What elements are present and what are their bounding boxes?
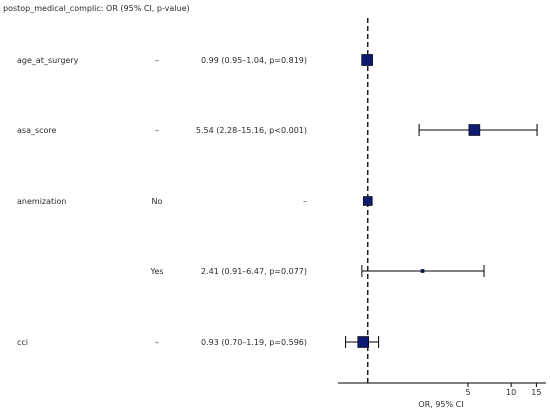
row-level-label: – (155, 56, 159, 65)
estimate-marker (361, 54, 373, 66)
row-variable-label: anemization (17, 197, 66, 206)
x-tick-label: 10 (506, 388, 516, 397)
x-ticks: 5 10 15 (465, 383, 541, 397)
x-tick-label: 5 (465, 388, 470, 397)
row-estimate-text: 0.99 (0.95–1.04, p=0.819) (201, 56, 307, 65)
row-variable-label: asa_score (17, 126, 57, 135)
row-level-label: – (155, 338, 159, 347)
row-variable-label: age_at_surgery (17, 56, 79, 65)
estimate-marker (468, 124, 481, 136)
rows-layer: age_at_surgery – 0.99 (0.95–1.04, p=0.819)… (17, 56, 307, 347)
row-level-label: Yes (150, 267, 164, 276)
estimate-marker (357, 336, 370, 348)
estimate-marker (420, 269, 425, 273)
estimate-marker (362, 196, 373, 206)
row-estimate-text: 2.41 (0.91–6.47, p=0.077) (201, 267, 307, 276)
row-level-label: – (155, 126, 159, 135)
row-estimate-text: 5.54 (2.28–15.16, p<0.001) (196, 126, 307, 135)
marks-layer (345, 54, 538, 348)
x-tick-label: 15 (531, 388, 541, 397)
row-variable-label: cci (17, 338, 28, 347)
row-estimate-text: 0.93 (0.70–1.19, p=0.596) (201, 338, 307, 347)
row-estimate-text: – (303, 197, 307, 206)
row-level-label: No (152, 197, 163, 206)
x-axis-label: OR, 95% CI (418, 400, 463, 409)
plot-header: postop_medical_complic: OR (95% CI, p-va… (3, 4, 190, 13)
